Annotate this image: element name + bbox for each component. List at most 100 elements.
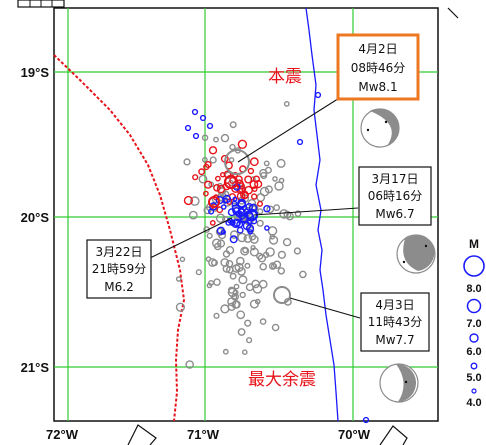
aftershock-event [271, 323, 280, 332]
legend-circle-7 [466, 298, 482, 314]
foreshock-event-blue [238, 212, 246, 220]
aftershock-event [225, 259, 234, 268]
aftershock-event [266, 205, 275, 214]
callout-mainshock: 4月2日 08時46分 Mw8.1 [336, 33, 420, 101]
mar17-time: 06時16分 [368, 189, 423, 203]
foreshock-event-blue [314, 91, 322, 99]
trench-axis [53, 54, 186, 422]
foreshock-event-blue [220, 204, 227, 210]
aftershock-event [293, 247, 302, 255]
aftershock-event [201, 134, 209, 141]
lon-labels: 72°W 71°W 70°W [46, 427, 371, 442]
aftershock-event [213, 278, 221, 287]
legend-circle-6 [469, 333, 479, 343]
foreshock-event-red [247, 167, 255, 175]
mainshock-time: 08時46分 [351, 61, 406, 75]
apr3-circle [273, 286, 291, 304]
lat-label-21s: 21°S [21, 360, 50, 375]
apr3-mag: Mw7.7 [375, 333, 414, 347]
aftershock-event [244, 319, 252, 327]
events-layer [175, 91, 370, 424]
foreshock-event-red [198, 168, 206, 176]
legend-label-6: 6.0 [466, 346, 481, 358]
aftershock-event [239, 291, 246, 299]
aftershock-event [267, 226, 278, 236]
apr3-time: 11時43分 [368, 315, 423, 329]
foreshock-event-red [241, 191, 249, 200]
aftershock-event [250, 244, 256, 251]
aftershock-event [228, 157, 235, 163]
foreshock-event-red [237, 182, 246, 190]
aftershock-event [183, 158, 191, 166]
aftershock-event [277, 250, 287, 259]
foreshock-event-red [204, 180, 213, 189]
lat-labels: 19°S 20°S 21°S [21, 65, 50, 375]
aftershock-event [279, 209, 289, 219]
mainshock-circle [224, 149, 250, 175]
aftershock-event [238, 275, 248, 285]
aftershock-event [276, 158, 286, 168]
aftershock-event [274, 181, 284, 191]
arrow-right-outline [379, 425, 408, 445]
foreshock-event-blue [199, 114, 207, 122]
foreshock-event-red [237, 139, 248, 150]
aftershock-event [244, 262, 251, 269]
aftershock-event [198, 174, 208, 184]
aftershock-event [185, 360, 194, 369]
aftershock-event [234, 262, 244, 273]
aftershock-event [208, 258, 217, 267]
aftershock-event [231, 293, 238, 301]
beachball-mainshock [360, 108, 400, 148]
foreshock-event-blue [236, 226, 244, 234]
aftershock-event [175, 276, 182, 282]
aftershock-event [229, 121, 237, 129]
foreshock-event-red [226, 198, 233, 205]
foreshock-event-blue [296, 138, 304, 146]
foreshock-event-blue [245, 224, 255, 233]
legend-label-8: 8.0 [466, 283, 481, 295]
callout-connectors [149, 89, 361, 319]
aftershock-event [220, 133, 230, 143]
aftershock-event [225, 245, 235, 255]
foreshock-event-red [229, 176, 237, 184]
aftershock-event [205, 256, 212, 262]
foreshock-event-red [250, 193, 258, 200]
foreshock-event-red [192, 174, 199, 181]
callout-mar17: 3月17日 06時16分 Mw6.7 [358, 166, 432, 226]
bottom-arrows [127, 424, 408, 445]
aftershock-event [240, 246, 250, 256]
foreshock-event-red [252, 175, 261, 183]
mainshock-date: 4月2日 [358, 42, 397, 56]
aftershock-event [236, 310, 246, 320]
aftershock-event [237, 232, 247, 243]
foreshock-event-red [208, 146, 218, 155]
foreshock-event-blue [192, 132, 200, 140]
aftershock-event [259, 262, 268, 271]
aftershock-event [215, 213, 226, 223]
aftershock-event [272, 176, 278, 182]
foreshock-event-blue [232, 196, 238, 202]
connector-mainshock [237, 89, 353, 163]
foreshock-event-blue [191, 108, 199, 116]
legend-label-7: 7.0 [466, 318, 481, 330]
foreshock-event-blue [248, 203, 258, 213]
foreshock-event-red [209, 219, 216, 226]
mar22-time: 21時59分 [92, 262, 147, 276]
aftershock-event [264, 166, 272, 174]
aftershock-event [256, 219, 264, 227]
aftershock-event [175, 302, 186, 312]
foreshock-event-blue [231, 219, 241, 229]
aftershock-event [254, 298, 261, 305]
aftershock-event [206, 232, 213, 239]
connector-apr3 [289, 297, 361, 319]
legend-circle-4 [471, 388, 477, 394]
foreshock-event-blue [222, 197, 229, 204]
foreshock-event-red [202, 190, 209, 197]
focal-mechanisms [360, 108, 436, 403]
mainshock-mag: Mw8.1 [358, 80, 397, 94]
aftershock-event [229, 143, 236, 151]
scale-bar [17, 0, 65, 8]
aftershock-event [213, 136, 219, 143]
connector-mar17 [253, 207, 359, 216]
